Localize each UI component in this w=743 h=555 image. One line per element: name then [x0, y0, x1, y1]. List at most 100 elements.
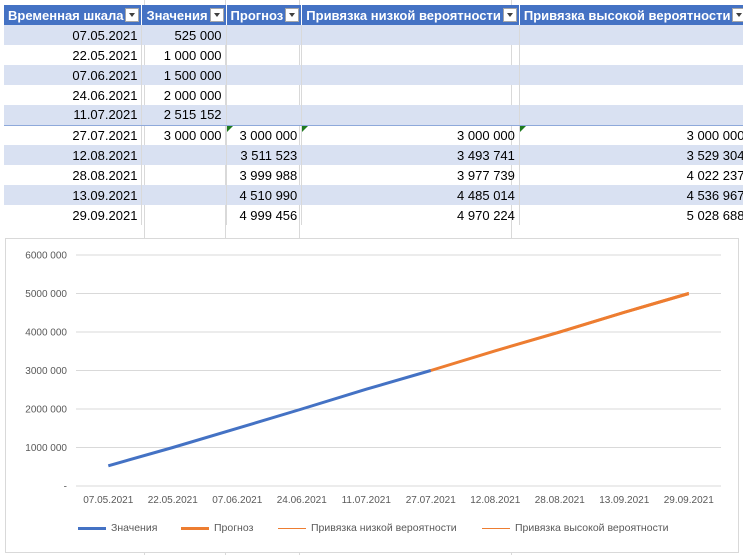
x-tick-label: 24.06.2021 — [277, 495, 327, 506]
forecast-chart[interactable]: - 1000 000 2000 000 3000 000 4000 000 5000 00… — [5, 238, 739, 553]
filter-dropdown-icon[interactable] — [285, 8, 300, 22]
data-table: Временная шкала Значения Прогноз Привязк… — [4, 5, 743, 225]
legend-item[interactable]: Привязка высокой вероятности — [482, 522, 669, 534]
cell-low[interactable] — [301, 85, 520, 105]
cell-high[interactable] — [519, 105, 743, 126]
cell-date[interactable]: 11.07.2021 — [4, 105, 143, 126]
legend-item[interactable]: Значения — [78, 522, 157, 534]
table-row: 07.06.2021 1 500 000 — [4, 65, 743, 85]
cell-date[interactable]: 13.09.2021 — [4, 185, 143, 205]
cell-high[interactable]: 3 529 304 — [519, 145, 743, 165]
cell-date[interactable]: 12.08.2021 — [4, 145, 143, 165]
cell-text: 3 000 000 — [686, 127, 743, 143]
legend-item[interactable]: Прогноз — [181, 522, 253, 534]
cell-high[interactable]: 5 028 688 — [519, 205, 743, 225]
legend-swatch — [181, 526, 209, 530]
cell-value[interactable]: 3 000 000 — [141, 125, 227, 145]
x-tick-label: 12.08.2021 — [470, 495, 520, 506]
legend-label: Прогноз — [214, 522, 254, 534]
x-tick-label: 29.09.2021 — [664, 495, 714, 506]
cell-text: 3 000 000 — [457, 127, 515, 143]
cell-low[interactable]: 3 000 000 — [301, 125, 520, 145]
cell-text: 5 028 688 — [686, 207, 743, 223]
cell-value[interactable]: 1 500 000 — [141, 65, 227, 85]
cell-value[interactable]: 525 000 — [141, 25, 227, 45]
header-low-bound[interactable]: Привязка низкой вероятности — [301, 5, 520, 25]
table-row: 13.09.2021 4 510 990 4 485 014 4 536 967 — [4, 185, 743, 205]
series-line-1[interactable] — [430, 292, 690, 372]
header-values[interactable]: Значения — [141, 5, 227, 25]
error-indicator-icon — [226, 125, 233, 132]
y-tick-label: 4000 000 — [25, 328, 67, 339]
y-tick-label: 6000 000 — [25, 251, 67, 262]
cell-date[interactable]: 07.05.2021 — [4, 25, 143, 45]
y-tick-label: 3000 000 — [25, 366, 67, 377]
legend-label: Привязка низкой вероятности — [311, 522, 457, 534]
cell-date[interactable]: 28.08.2021 — [4, 165, 143, 185]
error-indicator-icon — [302, 125, 309, 132]
cell-date[interactable]: 29.09.2021 — [4, 205, 143, 225]
x-tick-label: 11.07.2021 — [342, 495, 392, 506]
cell-high[interactable] — [519, 85, 743, 105]
cell-date[interactable]: 07.06.2021 — [4, 65, 143, 85]
cell-high[interactable] — [519, 25, 743, 45]
cell-value[interactable]: 1 000 000 — [141, 45, 227, 65]
cell-high[interactable] — [519, 65, 743, 85]
cell-value[interactable] — [141, 145, 227, 165]
cell-date[interactable]: 22.05.2021 — [4, 45, 143, 65]
cell-low[interactable] — [301, 45, 520, 65]
cell-low[interactable] — [301, 105, 520, 126]
table-header-row: Временная шкала Значения Прогноз Привязк… — [4, 5, 743, 25]
cell-low[interactable]: 3 977 739 — [301, 165, 520, 185]
cell-value[interactable]: 2 000 000 — [141, 85, 227, 105]
legend-swatch — [78, 526, 106, 530]
cell-date[interactable]: 24.06.2021 — [4, 85, 143, 105]
x-tick-label: 22.05.2021 — [148, 495, 198, 506]
cell-forecast[interactable]: 3 000 000 — [226, 125, 303, 145]
table-row: 12.08.2021 3 511 523 3 493 741 3 529 304 — [4, 145, 743, 165]
cell-date[interactable]: 27.07.2021 — [4, 125, 143, 145]
y-tick-label: - — [64, 482, 67, 493]
cell-low[interactable]: 4 485 014 — [301, 185, 520, 205]
header-forecast[interactable]: Прогноз — [226, 5, 303, 25]
filter-dropdown-icon[interactable] — [125, 8, 140, 22]
cell-low[interactable] — [301, 25, 520, 45]
cell-forecast[interactable]: 3 511 523 — [226, 145, 303, 165]
cell-low[interactable] — [301, 65, 520, 85]
cell-forecast[interactable] — [226, 105, 303, 126]
filter-dropdown-icon[interactable] — [732, 8, 743, 22]
filter-dropdown-icon[interactable] — [502, 8, 517, 22]
cell-high[interactable]: 4 022 237 — [519, 165, 743, 185]
series-line-0[interactable] — [107, 369, 432, 468]
x-tick-label: 07.06.2021 — [212, 495, 262, 506]
table-row: 27.07.2021 3 000 000 3 000 000 3 000 000 3 0… — [4, 125, 743, 145]
cell-forecast[interactable]: 4 999 456 — [226, 205, 303, 225]
cell-high[interactable]: 4 536 967 — [519, 185, 743, 205]
cell-low[interactable]: 3 493 741 — [301, 145, 520, 165]
cell-value[interactable]: 2 515 152 — [141, 105, 227, 126]
error-indicator-icon — [519, 125, 526, 132]
legend-swatch — [278, 527, 306, 529]
table-row: 11.07.2021 2 515 152 — [4, 105, 743, 126]
filter-dropdown-icon[interactable] — [209, 8, 224, 22]
y-tick-label: 5000 000 — [25, 289, 67, 300]
header-high-bound[interactable]: Привязка высокой вероятности — [519, 5, 743, 25]
cell-forecast[interactable]: 4 510 990 — [226, 185, 303, 205]
chart-legend: Значения Прогноз Привязка низкой вероятнос… — [6, 522, 740, 542]
cell-forecast[interactable] — [226, 65, 303, 85]
cell-high[interactable] — [519, 45, 743, 65]
y-tick-label: 1000 000 — [25, 443, 67, 454]
cell-value[interactable] — [141, 185, 227, 205]
cell-value[interactable] — [141, 205, 227, 225]
legend-label: Значения — [111, 522, 158, 534]
cell-forecast[interactable] — [226, 85, 303, 105]
cell-forecast[interactable] — [226, 45, 303, 65]
cell-high[interactable]: 3 000 000 — [519, 125, 743, 145]
cell-forecast[interactable] — [226, 25, 303, 45]
cell-forecast[interactable]: 3 999 988 — [226, 165, 303, 185]
table-row: 24.06.2021 2 000 000 — [4, 85, 743, 105]
legend-item[interactable]: Привязка низкой вероятности — [278, 522, 457, 534]
header-timeline[interactable]: Временная шкала — [4, 5, 143, 25]
cell-value[interactable] — [141, 165, 227, 185]
cell-low[interactable]: 4 970 224 — [301, 205, 520, 225]
